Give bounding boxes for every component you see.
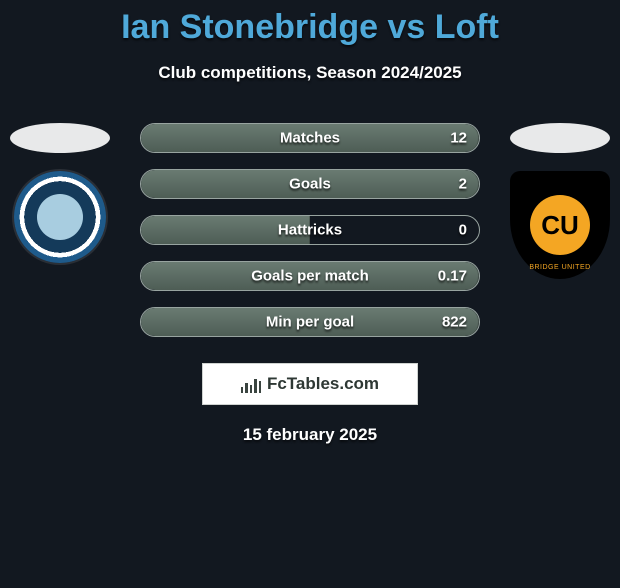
club-badge-cambridge: CU BRIDGE UNITED <box>510 171 610 279</box>
stat-label: Goals <box>289 176 331 193</box>
stat-bar: Goals per match 0.17 <box>140 261 480 291</box>
stat-label: Goals per match <box>251 268 369 285</box>
player-right: CU BRIDGE UNITED <box>500 123 620 279</box>
stat-bar: Hattricks 0 <box>140 215 480 245</box>
player-right-silhouette <box>510 123 610 153</box>
club-badge-wycombe <box>14 171 106 263</box>
subtitle: Club competitions, Season 2024/2025 <box>0 63 620 83</box>
stat-value-right: 0.17 <box>438 268 467 285</box>
stat-value-right: 12 <box>450 130 467 147</box>
stat-bars: Matches 12 Goals 2 Hattricks 0 Goals per match… <box>140 123 480 337</box>
player-left <box>0 123 120 263</box>
stat-value-right: 2 <box>459 176 467 193</box>
cambridge-badge-caption: BRIDGE UNITED <box>529 264 590 271</box>
brand-box: FcTables.com <box>202 363 418 405</box>
stat-bar: Goals 2 <box>140 169 480 199</box>
stat-label: Hattricks <box>278 222 342 239</box>
date-text: 15 february 2025 <box>0 425 620 445</box>
comparison-row: CU BRIDGE UNITED Matches 12 Goals 2 Hattrick… <box>0 123 620 337</box>
stat-label: Matches <box>280 130 340 147</box>
player-left-silhouette <box>10 123 110 153</box>
cambridge-badge-text: CU <box>530 195 590 255</box>
stat-bar: Min per goal 822 <box>140 307 480 337</box>
stat-label: Min per goal <box>266 314 354 331</box>
brand-text: FcTables.com <box>267 374 379 394</box>
stat-bar: Matches 12 <box>140 123 480 153</box>
stat-value-right: 0 <box>459 222 467 239</box>
stat-value-right: 822 <box>442 314 467 331</box>
brand-bars-icon <box>241 375 261 393</box>
page-title: Ian Stonebridge vs Loft <box>0 8 620 47</box>
